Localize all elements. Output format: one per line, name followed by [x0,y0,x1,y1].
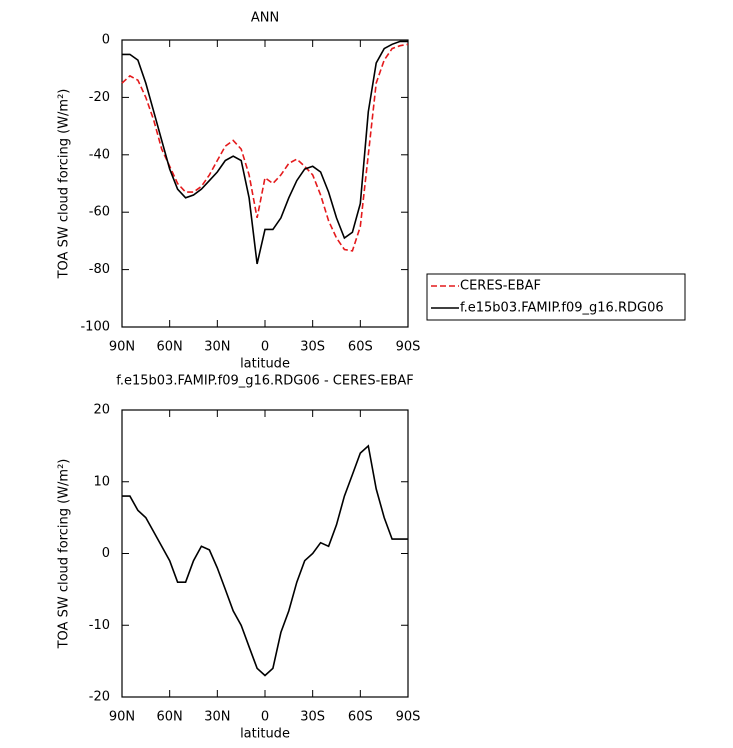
y-tick-label: 20 [93,403,110,418]
x-axis-label: latitude [240,357,290,372]
y-tick-label: -20 [89,690,110,705]
y-tick-label: -10 [89,618,110,633]
x-tick-label: 60N [157,710,183,725]
y-tick-label: -60 [89,205,110,220]
x-tick-label: 30N [204,710,230,725]
x-tick-label: 60N [157,340,183,355]
data-line [122,40,408,265]
x-tick-label: 90N [109,340,135,355]
y-tick-label: -20 [89,90,110,105]
x-tick-label: 30S [300,340,325,355]
x-axis-label: latitude [240,727,290,742]
y-tick-label: -40 [89,147,110,162]
x-tick-label: 0 [261,340,269,355]
x-tick-label: 30S [300,710,325,725]
x-tick-label: 60S [348,710,373,725]
y-tick-label: 0 [102,546,110,561]
legend: CERES-EBAF f.e15b03.FAMIP.f09_g16.RDG06 [426,273,686,321]
y-tick-label: -80 [89,262,110,277]
legend-label: f.e15b03.FAMIP.f09_g16.RDG06 [460,301,664,316]
y-tick-label: 0 [102,33,110,48]
chart-title: f.e15b03.FAMIP.f09_g16.RDG06 - CERES-EBA… [116,374,414,389]
x-tick-label: 30N [204,340,230,355]
x-tick-label: 90N [109,710,135,725]
x-tick-label: 60S [348,340,373,355]
chart-title: ANN [251,11,279,26]
legend-box [426,273,686,321]
plot-frame [121,39,409,328]
x-tick-label: 90S [396,340,421,355]
data-line [122,444,408,677]
y-tick-label: -100 [80,320,110,335]
y-axis-label: TOA SW cloud forcing (W/m²) [57,459,72,650]
x-tick-label: 0 [261,710,269,725]
y-tick-label: 10 [93,474,110,489]
x-tick-label: 90S [396,710,421,725]
legend-label: CERES-EBAF [460,279,541,294]
y-axis-label: TOA SW cloud forcing (W/m²) [57,89,72,280]
